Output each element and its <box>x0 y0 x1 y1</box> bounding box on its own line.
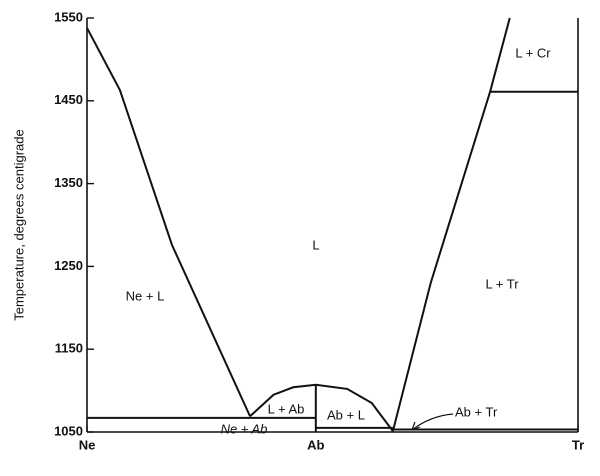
phase-boundary <box>391 17 511 432</box>
y-tick-label: 1450 <box>54 92 83 107</box>
y-axis-label: Temperature, degrees centigrade <box>11 129 26 321</box>
region-label: L + Ab <box>268 401 305 416</box>
x-tick-label: Ab <box>307 437 324 452</box>
x-tick-label: Tr <box>572 437 584 452</box>
region-label: Ne + Ab <box>221 421 268 436</box>
region-label: L + Cr <box>515 45 551 60</box>
region-label: L + Tr <box>485 276 519 291</box>
y-tick-label: 1350 <box>54 175 83 190</box>
y-tick-label: 1250 <box>54 258 83 273</box>
phase-boundary <box>86 27 251 417</box>
y-tick-label: 1050 <box>54 423 83 438</box>
region-label: L <box>312 237 319 252</box>
y-tick-label: 1550 <box>54 9 83 24</box>
y-tick-label: 1150 <box>55 341 83 356</box>
region-label: Ab + Tr <box>455 404 498 419</box>
region-label: Ne + L <box>126 288 165 303</box>
arrow <box>411 413 454 431</box>
region-label: Ab + L <box>327 407 365 422</box>
x-tick-label: Ne <box>79 437 96 452</box>
